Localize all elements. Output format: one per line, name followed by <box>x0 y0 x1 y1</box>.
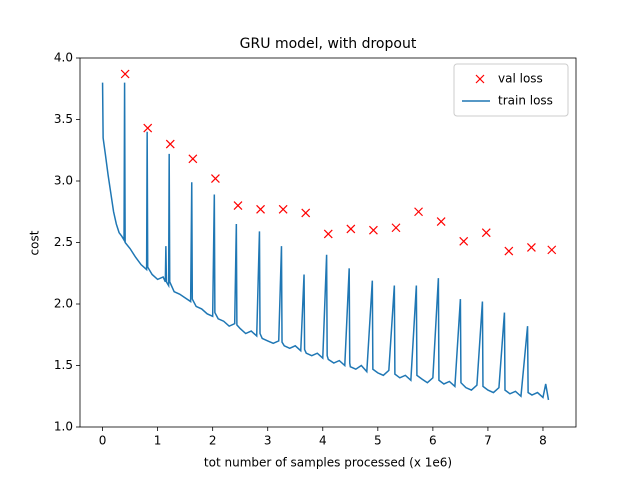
y-tick-label: 2.5 <box>54 235 73 249</box>
val-marker <box>301 208 311 218</box>
marker-stroke <box>526 242 536 252</box>
x-tick-label: 5 <box>374 434 382 448</box>
val-marker <box>143 123 153 133</box>
marker-stroke <box>210 174 220 183</box>
marker-stroke <box>436 217 446 227</box>
x-tick-label: 3 <box>264 434 272 448</box>
marker-stroke <box>481 228 491 238</box>
val-marker <box>188 154 198 164</box>
val-marker <box>323 229 333 239</box>
val-marker <box>547 245 557 255</box>
marker-stroke <box>414 207 423 217</box>
x-tick-label: 2 <box>209 434 217 448</box>
marker-stroke <box>475 74 485 84</box>
x-tick-label: 7 <box>484 434 492 448</box>
marker-stroke <box>188 154 198 164</box>
y-tick-label: 4.0 <box>54 51 73 65</box>
legend-label: train loss <box>498 94 553 108</box>
chart-title: GRU model, with dropout <box>240 36 417 52</box>
y-tick-label: 1.0 <box>54 420 73 434</box>
y-tick-label: 3.0 <box>54 174 73 188</box>
val-marker <box>414 207 423 217</box>
val-marker <box>233 201 243 211</box>
val-marker <box>481 228 491 238</box>
y-axis-label: cost <box>28 230 42 255</box>
marker-stroke <box>459 236 469 246</box>
marker-stroke <box>256 204 265 214</box>
marker-stroke <box>278 204 288 214</box>
x-tick-label: 8 <box>539 434 547 448</box>
val-marker <box>504 246 514 256</box>
x-axis-label: tot number of samples processed (x 1e6) <box>204 456 452 470</box>
legend: val loss train loss <box>453 63 569 117</box>
y-tick-label: 2.0 <box>54 297 73 311</box>
marker-stroke <box>547 245 557 255</box>
val-marker <box>368 225 378 235</box>
val-marker <box>256 204 265 214</box>
marker-stroke <box>233 201 243 211</box>
legend-label: val loss <box>498 72 543 86</box>
marker-stroke <box>143 123 153 133</box>
val-marker <box>120 69 130 79</box>
y-tick-label: 1.5 <box>54 358 73 372</box>
val-marker <box>210 174 220 183</box>
marker-stroke <box>368 225 378 235</box>
val-marker <box>165 139 175 149</box>
x-tick-label: 4 <box>319 434 327 448</box>
marker-stroke <box>301 208 311 218</box>
marker-stroke <box>346 224 356 234</box>
marker-stroke <box>165 139 175 149</box>
val-marker <box>526 242 536 252</box>
marker-stroke <box>323 229 333 239</box>
val-marker <box>391 223 401 233</box>
marker-stroke <box>120 69 130 79</box>
x-tick-label: 0 <box>99 434 107 448</box>
marker-stroke <box>391 223 401 233</box>
x-tick-label: 1 <box>154 434 162 448</box>
val-marker <box>436 217 446 227</box>
val-marker <box>459 236 469 246</box>
y-tick-label: 3.5 <box>54 112 73 126</box>
train-line <box>101 82 550 401</box>
val-marker <box>278 204 288 214</box>
x-tick-label: 6 <box>429 434 437 448</box>
legend-marker <box>475 74 485 84</box>
marker-stroke <box>504 246 514 256</box>
val-marker <box>346 224 356 234</box>
